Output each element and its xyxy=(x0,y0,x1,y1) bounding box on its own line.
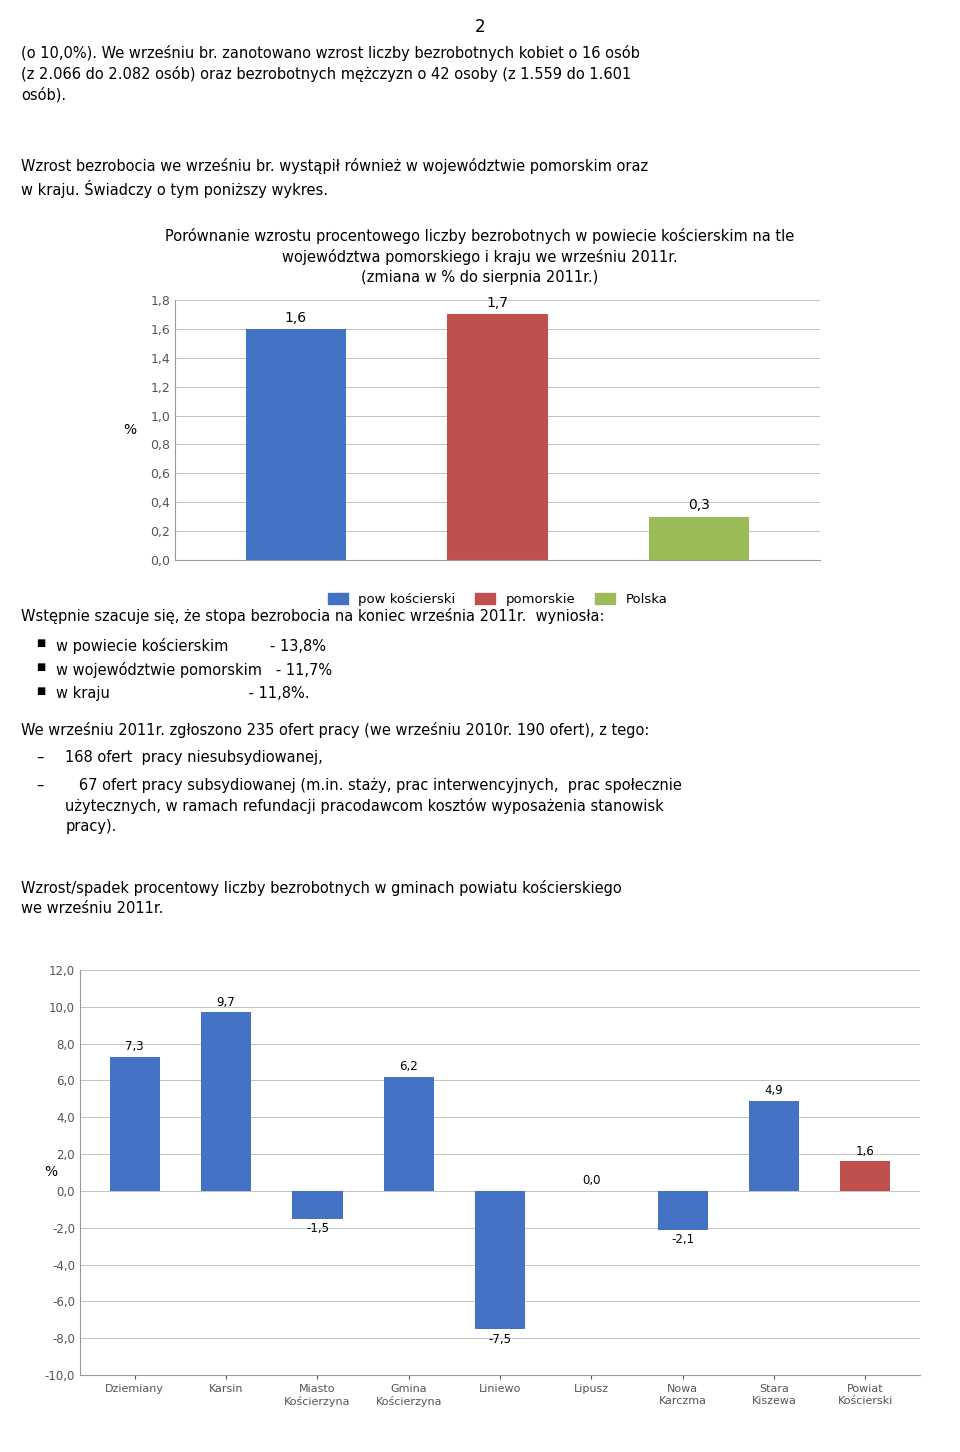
Text: Wstępnie szacuje się, że stopa bezrobocia na koniec września 2011r.  wyniosła:: Wstępnie szacuje się, że stopa bezroboci… xyxy=(21,608,605,624)
Text: 9,7: 9,7 xyxy=(217,996,235,1009)
Bar xyxy=(658,1191,708,1230)
Y-axis label: %: % xyxy=(123,423,136,437)
Text: 2: 2 xyxy=(474,17,486,36)
Text: ■: ■ xyxy=(36,685,46,696)
Bar xyxy=(475,1191,525,1329)
Text: -7,5: -7,5 xyxy=(489,1333,512,1346)
Bar xyxy=(246,330,347,560)
Legend: pow kościerski, pomorskie, Polska: pow kościerski, pomorskie, Polska xyxy=(323,588,673,611)
Bar xyxy=(292,1191,343,1218)
Text: w kraju                              - 11,8%.: w kraju - 11,8%. xyxy=(56,685,309,701)
Bar xyxy=(384,1077,434,1191)
Text: 67 ofert pracy subsydiowanej (m.in. staży, prac interwencyjnych,  prac społeczni: 67 ofert pracy subsydiowanej (m.in. staż… xyxy=(65,778,683,833)
Text: -1,5: -1,5 xyxy=(306,1223,329,1236)
Bar xyxy=(201,1012,252,1191)
Text: ■: ■ xyxy=(36,662,46,672)
Bar xyxy=(649,517,750,560)
Text: ■: ■ xyxy=(36,637,46,648)
Text: –: – xyxy=(36,751,44,765)
Text: Porównanie wzrostu procentowego liczby bezrobotnych w powiecie kościerskim na tl: Porównanie wzrostu procentowego liczby b… xyxy=(165,228,795,285)
Text: w województwie pomorskim   - 11,7%: w województwie pomorskim - 11,7% xyxy=(56,662,332,678)
Text: 168 ofert  pracy niesubsydiowanej,: 168 ofert pracy niesubsydiowanej, xyxy=(65,751,323,765)
Bar xyxy=(109,1057,160,1191)
Text: 4,9: 4,9 xyxy=(764,1085,783,1098)
Text: We wrześniu 2011r. zgłoszono 235 ofert pracy (we wrześniu 2010r. 190 ofert), z t: We wrześniu 2011r. zgłoszono 235 ofert p… xyxy=(21,722,650,738)
Text: w powiecie kościerskim         - 13,8%: w powiecie kościerskim - 13,8% xyxy=(56,637,325,653)
Text: 0,3: 0,3 xyxy=(688,498,710,513)
Text: 0,0: 0,0 xyxy=(582,1175,601,1188)
Text: 1,7: 1,7 xyxy=(487,296,509,311)
Text: Wzrost bezrobocia we wrześniu br. wystąpił również w województwie pomorskim oraz: Wzrost bezrobocia we wrześniu br. wystąp… xyxy=(21,158,648,197)
Text: Wzrost/spadek procentowy liczby bezrobotnych w gminach powiatu kościerskiego
we : Wzrost/spadek procentowy liczby bezrobot… xyxy=(21,880,622,916)
Bar xyxy=(447,315,548,560)
Bar xyxy=(840,1162,890,1191)
Text: 6,2: 6,2 xyxy=(399,1060,418,1073)
Text: (o 10,0%). We wrześniu br. zanotowano wzrost liczby bezrobotnych kobiet o 16 osó: (o 10,0%). We wrześniu br. zanotowano wz… xyxy=(21,45,640,103)
Y-axis label: %: % xyxy=(44,1166,58,1179)
Text: 1,6: 1,6 xyxy=(285,311,307,325)
Text: 7,3: 7,3 xyxy=(126,1040,144,1053)
Text: -2,1: -2,1 xyxy=(671,1233,694,1246)
Text: 1,6: 1,6 xyxy=(856,1144,875,1157)
Text: –: – xyxy=(36,778,44,793)
Bar xyxy=(749,1101,799,1191)
